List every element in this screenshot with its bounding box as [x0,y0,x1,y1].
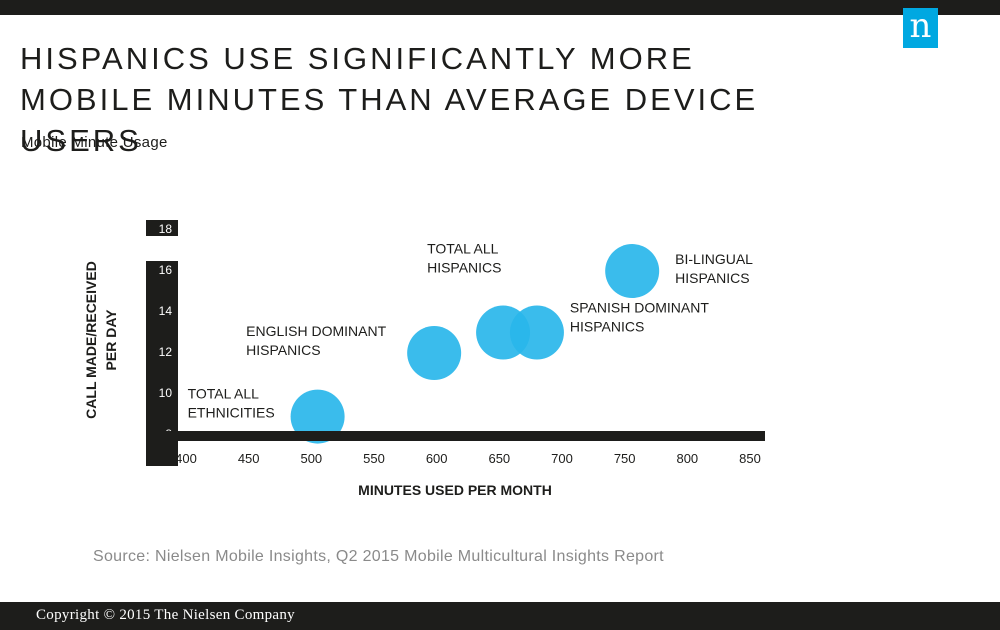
y-tick-label: 18 [159,222,173,236]
x-axis-line [147,431,765,441]
x-tick-label: 850 [739,451,761,466]
y-tick-separator [146,236,178,238]
data-bubble [407,326,462,381]
x-tick-label: 450 [238,451,260,466]
x-tick-label: 750 [614,451,636,466]
y-axis-title: CALL MADE/RECEIVED PER DAY [83,261,119,419]
point-label-line: TOTAL ALL [188,386,260,402]
y-axis-bar-segment [146,384,178,425]
x-tick-label: 400 [175,451,197,466]
y-axis-bar-segment [146,261,178,302]
bubbles-layer [290,244,660,444]
x-axis-title: MINUTES USED PER MONTH [358,482,552,498]
copyright-text: Copyright © 2015 The Nielsen Company [36,607,295,623]
page-title: HISPANICS USE SIGNIFICANTLY MORE MOBILE … [20,41,759,158]
x-tick-label: 600 [426,451,448,466]
point-label-line: SPANISH DOMINANT [570,300,709,316]
nielsen-logo: n [903,8,938,48]
x-tick-label: 500 [300,451,322,466]
x-tick-label: 700 [551,451,573,466]
y-tick-label: 14 [159,304,173,318]
x-tick-label: 800 [676,451,698,466]
x-tick-labels: 400 450 500 550 600 650 700 750 800 850 [175,451,761,466]
source-note: Source: Nielsen Mobile Insights, Q2 2015… [93,548,664,565]
point-label-line: HISPANICS [427,260,501,276]
y-axis-title-line: CALL MADE/RECEIVED [83,261,99,419]
y-tick-label: 10 [159,386,173,400]
x-tick-label: 550 [363,451,385,466]
y-axis-bar-segment [146,302,178,343]
point-label-line: HISPANICS [570,319,644,335]
y-tick-block [146,220,178,236]
point-label: ENGLISH DOMINANT HISPANICS [246,323,386,358]
point-label-line: HISPANICS [246,342,320,358]
point-label-line: ETHNICITIES [188,405,275,421]
y-axis-title-line: PER DAY [103,309,119,371]
y-axis-bar-segment [146,343,178,384]
data-bubble [290,389,345,444]
point-label: BI-LINGUAL HISPANICS [675,251,753,286]
chart-subtitle: Mobile Minute Usage [21,134,168,151]
x-tick-label: 650 [488,451,510,466]
data-bubble [605,244,660,299]
data-bubble [509,305,564,360]
point-label-line: ENGLISH DOMINANT [246,323,386,339]
scatter-chart: 81012141618 4004505005506006507007508008… [83,220,765,498]
point-label-line: TOTAL ALL [427,241,499,257]
y-tick-label: 16 [159,263,173,277]
point-label-line: HISPANICS [675,270,749,286]
point-label: TOTAL ALL ETHNICITIES [188,386,275,421]
y-axis: 81012141618 [146,220,178,466]
y-tick-label: 12 [159,345,173,359]
top-bar [0,0,1000,15]
footer-bar: Copyright © 2015 The Nielsen Company [0,602,1000,630]
point-label: SPANISH DOMINANT HISPANICS [570,300,709,335]
point-labels: TOTAL ALL ETHNICITIES ENGLISH DOMINANT HISP… [188,241,754,421]
point-label-line: BI-LINGUAL [675,251,753,267]
point-label: TOTAL ALL HISPANICS [427,241,501,276]
